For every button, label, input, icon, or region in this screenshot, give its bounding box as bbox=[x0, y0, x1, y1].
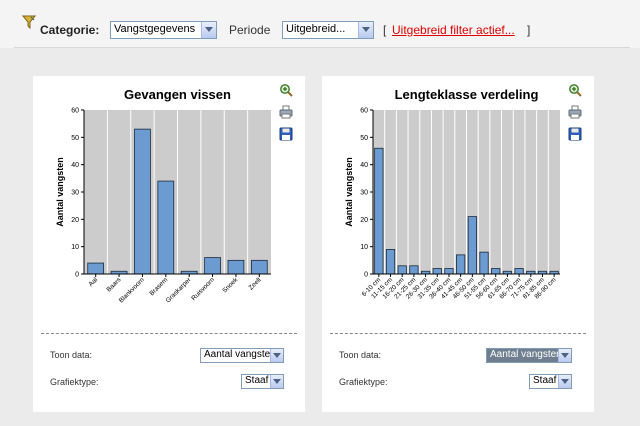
y-tick-label: 60 bbox=[71, 108, 79, 115]
bar bbox=[467, 216, 477, 275]
y-tick-label: 0 bbox=[364, 272, 368, 279]
bar bbox=[479, 251, 489, 275]
y-axis-label: Aantal vangsten bbox=[55, 157, 65, 227]
x-tick-label: Snoek bbox=[221, 276, 240, 295]
x-tick-label: Graskarper bbox=[165, 276, 194, 305]
bar bbox=[227, 259, 245, 275]
chart-title: Lengteklasse verdeling bbox=[395, 87, 539, 102]
bracket-close: ] bbox=[527, 23, 531, 37]
filter-divider bbox=[14, 47, 630, 48]
zoom-icon[interactable] bbox=[279, 83, 293, 97]
bar bbox=[397, 265, 407, 275]
panel-divider bbox=[330, 333, 586, 334]
x-tick-label: Blankvoorn bbox=[118, 276, 146, 304]
filter-bar: Categorie: Vangstgegevens Periode Uitgeb… bbox=[0, 0, 640, 48]
x-tick-label: Ruisvoorn bbox=[190, 276, 216, 302]
y-tick-label: 30 bbox=[71, 190, 79, 197]
advanced-filter-link[interactable]: Uitgebreid filter actief... bbox=[392, 23, 515, 37]
y-tick-label: 40 bbox=[71, 162, 79, 169]
bar bbox=[432, 268, 442, 275]
panel-divider bbox=[41, 333, 297, 334]
chart-length-class: Lengteklasse verdeling01020304050606-10 … bbox=[344, 87, 560, 301]
bar bbox=[204, 257, 221, 275]
filter-funnel-icon[interactable] bbox=[22, 15, 36, 29]
category-label: Categorie: bbox=[40, 23, 100, 37]
print-icon[interactable] bbox=[279, 105, 293, 119]
chevron-down-icon[interactable] bbox=[201, 22, 216, 38]
toon-data-label: Toon data: bbox=[50, 350, 93, 360]
chevron-down-icon[interactable] bbox=[270, 375, 283, 388]
y-tick-label: 30 bbox=[360, 190, 368, 197]
y-tick-label: 60 bbox=[360, 108, 368, 115]
bar bbox=[87, 262, 105, 275]
chevron-down-icon[interactable] bbox=[558, 349, 571, 362]
bar bbox=[491, 268, 501, 275]
chevron-down-icon[interactable] bbox=[358, 22, 373, 38]
bar bbox=[514, 268, 524, 275]
chart-panel-fish-species: Gevangen vissen 0 10 20 30 40 50 60 Aal Baars Blan… bbox=[33, 76, 305, 412]
chevron-down-icon[interactable] bbox=[558, 375, 571, 388]
toon-data-select[interactable]: Aantal vangsten bbox=[486, 348, 572, 363]
x-tick-label: Aal bbox=[88, 276, 100, 288]
bar bbox=[374, 147, 384, 275]
chart-title: Gevangen vissen bbox=[124, 87, 231, 102]
chart-type-select[interactable]: Staaf bbox=[241, 374, 284, 389]
bar bbox=[456, 254, 466, 275]
bracket-open: [ bbox=[383, 23, 387, 37]
chart-type-value: Staaf bbox=[245, 375, 269, 386]
bar bbox=[250, 259, 268, 275]
bar bbox=[385, 248, 396, 275]
period-label: Periode bbox=[229, 23, 271, 37]
bar bbox=[444, 268, 454, 275]
x-tick-label: Brasem bbox=[148, 276, 169, 297]
chart-fish-species: Gevangen vissen 0 10 20 30 40 50 60 Aal BaarsBlan… bbox=[55, 87, 271, 305]
period-selected-value: Uitgebreid... bbox=[286, 23, 346, 35]
y-tick-label: 10 bbox=[360, 244, 368, 251]
bar bbox=[409, 265, 419, 275]
y-axis-label: Aantal vangsten bbox=[344, 157, 354, 227]
chart-type-label: Grafiektype: bbox=[339, 377, 388, 387]
chart-type-label: Grafiektype: bbox=[50, 377, 99, 387]
y-tick-label: 0 bbox=[75, 272, 79, 279]
x-tick-label: Zeelt bbox=[248, 276, 263, 291]
period-select[interactable]: Uitgebreid... bbox=[282, 21, 374, 39]
y-tick-label: 20 bbox=[360, 217, 368, 224]
y-tick-label: 40 bbox=[360, 162, 368, 169]
toon-data-value: Aantal vangsten bbox=[204, 349, 276, 360]
save-icon[interactable] bbox=[279, 127, 293, 141]
bar bbox=[134, 128, 151, 275]
save-icon[interactable] bbox=[568, 127, 582, 141]
x-tick-label: Baars bbox=[106, 276, 123, 293]
chevron-down-icon[interactable] bbox=[270, 349, 283, 362]
category-select[interactable]: Vangstgegevens bbox=[110, 21, 217, 39]
y-tick-label: 10 bbox=[71, 244, 79, 251]
chart-type-select[interactable]: Staaf bbox=[529, 374, 572, 389]
toon-data-label: Toon data: bbox=[339, 350, 382, 360]
chart-type-value: Staaf bbox=[533, 375, 557, 386]
chart-panel-length-class: Lengteklasse verdeling 0 10 20 30 40 50 60 6-10 … bbox=[322, 76, 594, 412]
zoom-icon[interactable] bbox=[568, 83, 582, 97]
toon-data-value: Aantal vangsten bbox=[490, 349, 562, 360]
bar bbox=[157, 180, 175, 275]
print-icon[interactable] bbox=[568, 105, 582, 119]
toon-data-select[interactable]: Aantal vangsten bbox=[200, 348, 284, 363]
y-tick-label: 50 bbox=[71, 135, 79, 142]
y-tick-label: 20 bbox=[71, 217, 79, 224]
y-tick-label: 50 bbox=[360, 135, 368, 142]
category-selected-value: Vangstgegevens bbox=[114, 23, 196, 35]
